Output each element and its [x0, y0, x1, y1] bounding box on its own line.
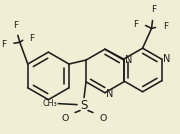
Text: N: N — [106, 89, 114, 99]
Text: S: S — [80, 99, 88, 112]
Text: F: F — [133, 20, 138, 29]
Text: O: O — [99, 114, 107, 123]
Text: F: F — [1, 40, 6, 49]
Text: O: O — [62, 114, 69, 123]
Text: N: N — [125, 55, 132, 65]
Text: F: F — [13, 21, 18, 30]
Text: N: N — [163, 54, 170, 64]
Text: F: F — [151, 5, 156, 14]
Text: CH₃: CH₃ — [43, 99, 58, 108]
Text: F: F — [163, 22, 168, 31]
Text: F: F — [29, 34, 34, 43]
